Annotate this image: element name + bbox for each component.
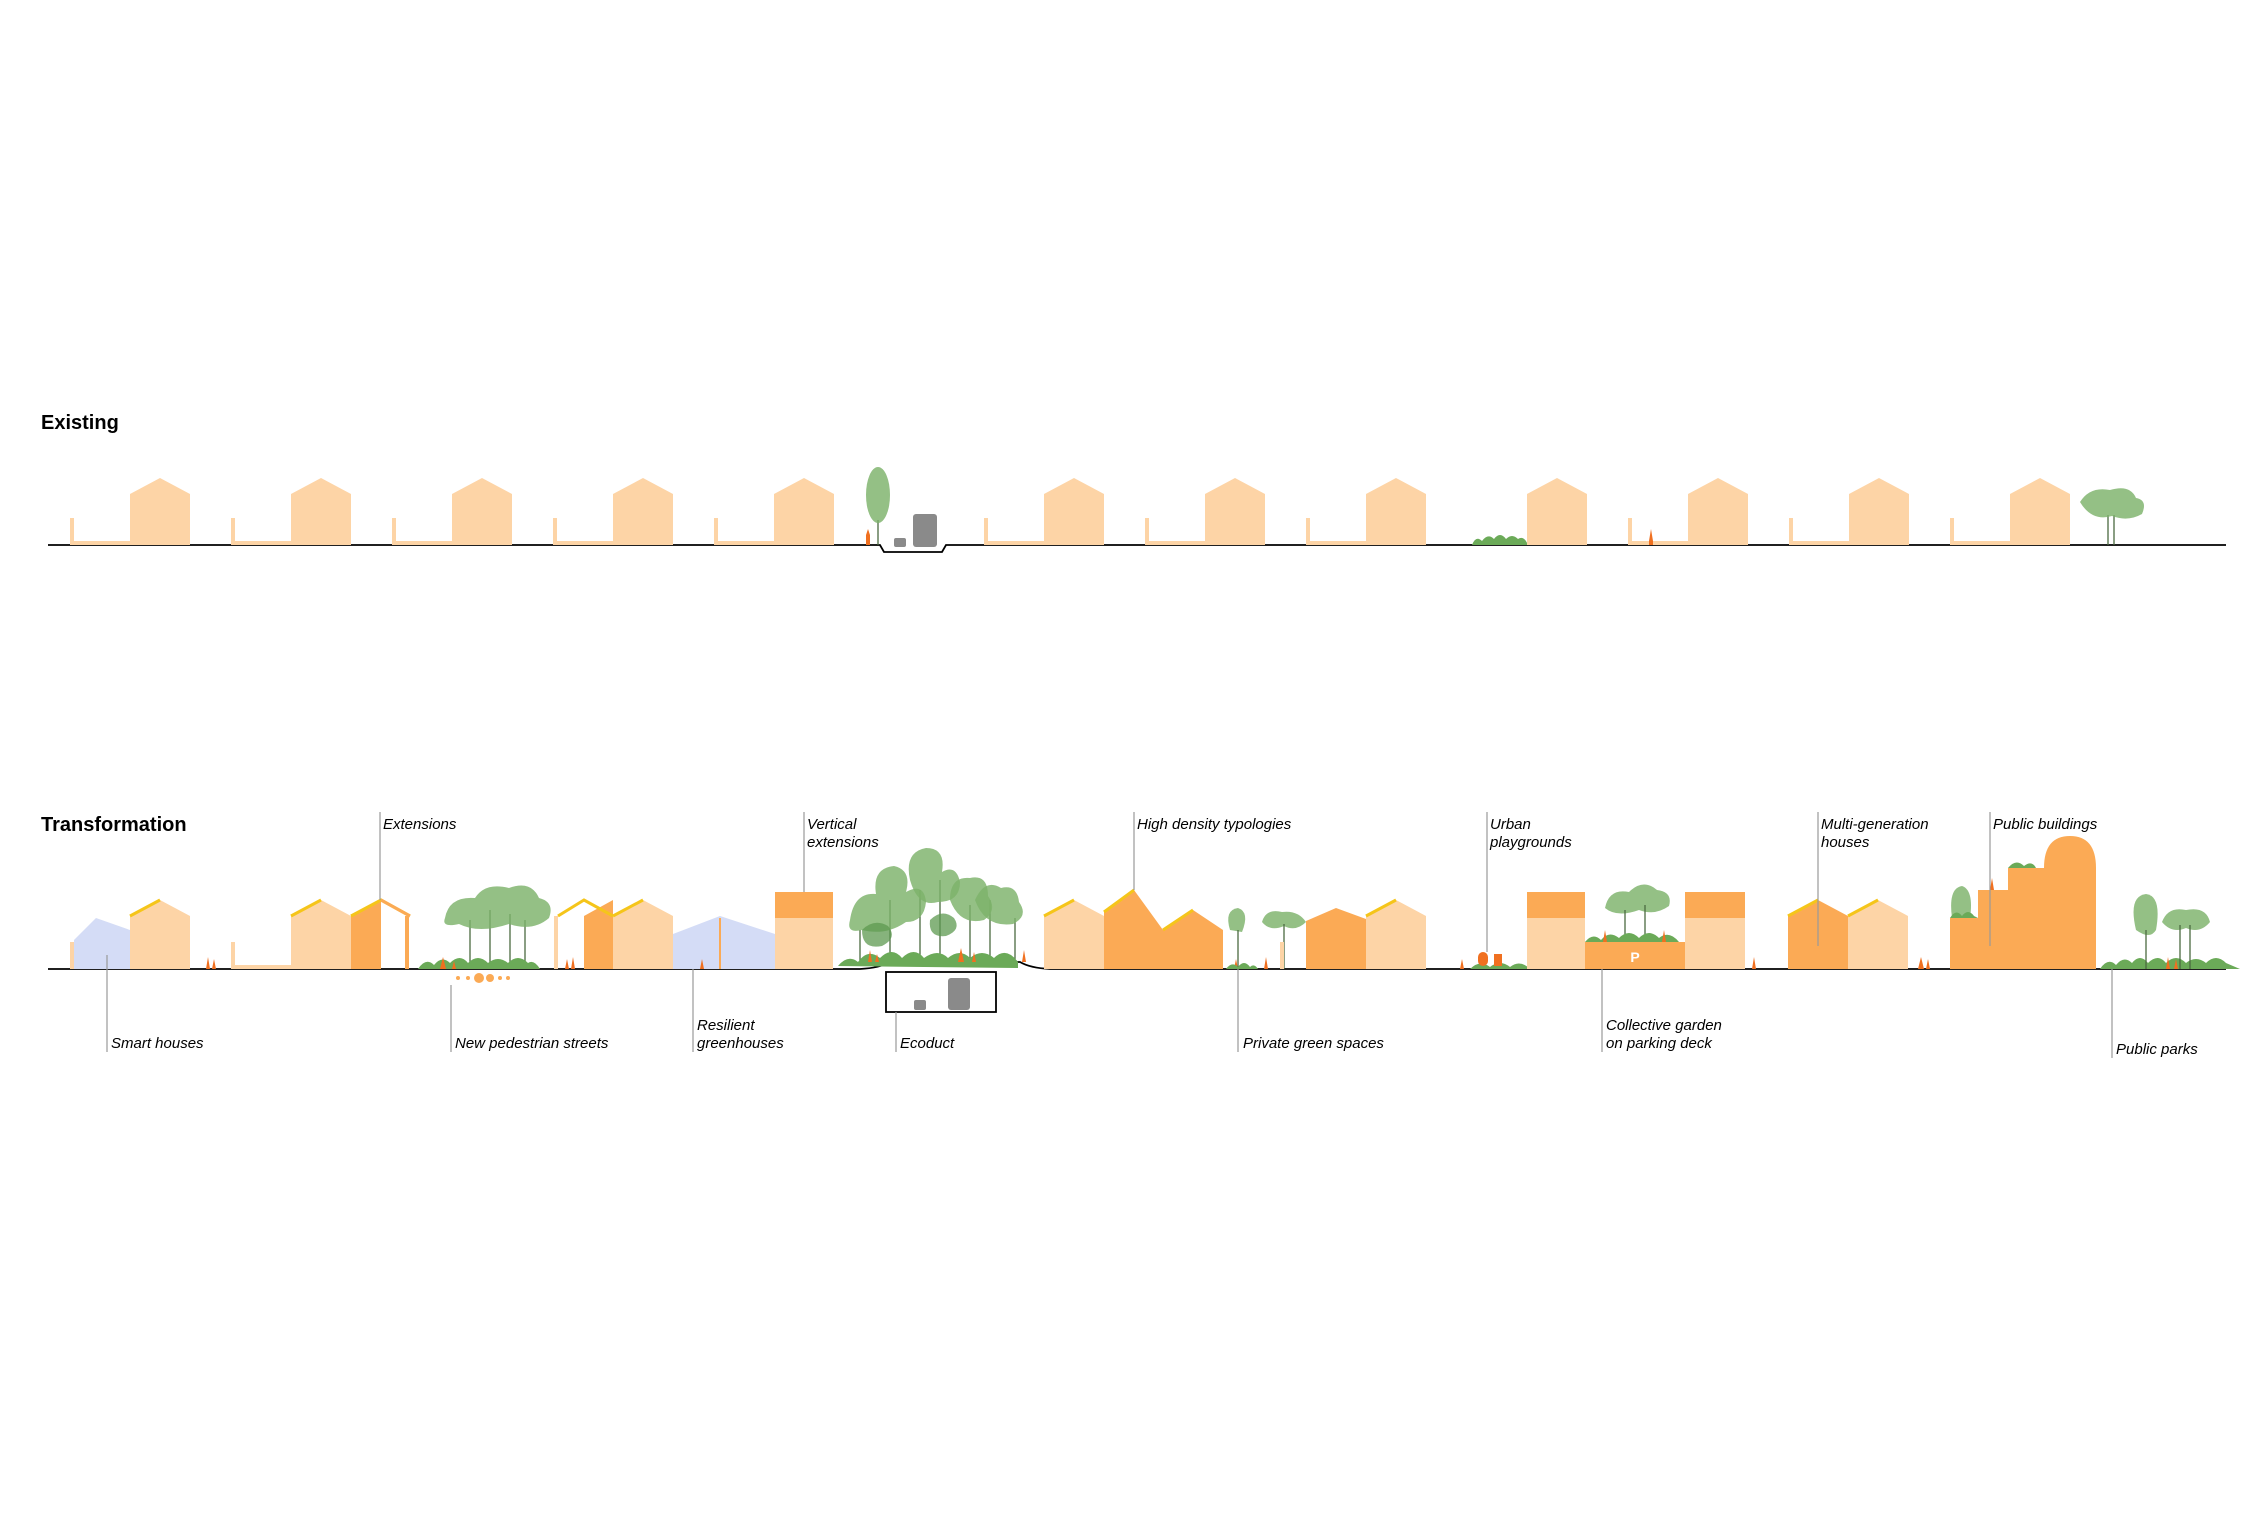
existing-house-plot-11 <box>1789 478 1909 545</box>
vertical-extension-house <box>775 892 833 969</box>
label-public-buildings: Public buildings <box>1993 816 2098 833</box>
parking-sign: P <box>1630 949 1639 965</box>
existing-house-plot-6 <box>984 478 1104 545</box>
existing-house-plot-1 <box>70 478 190 545</box>
pedestrian-street-dots <box>456 973 510 983</box>
label-resilient-line1: Resilient <box>697 1017 755 1034</box>
existing-house-plot-9 <box>1472 478 1587 545</box>
label-public-parks: Public parks <box>2116 1041 2198 1058</box>
existing-road <box>866 467 937 547</box>
private-green-houses <box>1280 898 1426 969</box>
label-extensions: Extensions <box>383 816 457 833</box>
label-high-density: High density typologies <box>1137 816 1292 833</box>
public-park <box>2100 894 2240 969</box>
label-multi-generation-line2: houses <box>1821 834 1870 851</box>
public-building <box>1950 836 2096 969</box>
label-urban-playgrounds-line2: playgrounds <box>1489 834 1572 851</box>
transformation-title: Transformation <box>41 814 187 836</box>
label-resilient-line2: greenhouses <box>697 1035 784 1052</box>
label-ecoduct: Ecoduct <box>900 1035 955 1052</box>
label-pedestrian-streets: New pedestrian streets <box>455 1035 609 1052</box>
ecoduct-forest <box>838 848 1026 968</box>
existing-ground-line <box>48 544 2226 553</box>
pedestrian-street-houses <box>554 898 673 969</box>
pedestrian-street-trees <box>418 885 551 969</box>
resilient-greenhouse <box>673 916 775 969</box>
existing-house-plot-3 <box>392 478 512 545</box>
label-smart-houses: Smart houses <box>111 1035 204 1052</box>
ecoduct-tunnel <box>885 971 997 1013</box>
existing-section <box>48 467 2226 553</box>
existing-house-plot-12 <box>1950 478 2070 545</box>
label-urban-playgrounds-line1: Urban <box>1490 816 1531 833</box>
existing-house-plot-2 <box>231 478 351 545</box>
high-density-housing <box>1043 888 1306 969</box>
label-multi-generation-line1: Multi-generation <box>1821 816 1929 833</box>
existing-house-plot-5 <box>714 478 834 545</box>
existing-house-plot-4 <box>553 478 673 545</box>
multi-generation-houses <box>1787 898 1930 969</box>
existing-park-tree <box>2080 488 2144 545</box>
label-private-green: Private green spaces <box>1243 1035 1384 1052</box>
label-vertical-extensions-line2: extensions <box>807 834 879 851</box>
existing-house-plot-8 <box>1306 478 1426 545</box>
existing-title: Existing <box>41 412 119 434</box>
existing-house-plot-10 <box>1628 478 1748 545</box>
extensions-house-group <box>231 898 411 969</box>
collective-garden-block: P <box>1527 884 1756 969</box>
label-collective-line2: on parking deck <box>1606 1035 1713 1052</box>
smart-house-group <box>70 898 216 969</box>
existing-house-plot-7 <box>1145 478 1265 545</box>
transformation-section: P <box>48 812 2240 1058</box>
urban-playground <box>1460 952 1530 969</box>
label-collective-line1: Collective garden <box>1606 1017 1722 1034</box>
label-vertical-extensions-line1: Vertical <box>807 816 857 833</box>
